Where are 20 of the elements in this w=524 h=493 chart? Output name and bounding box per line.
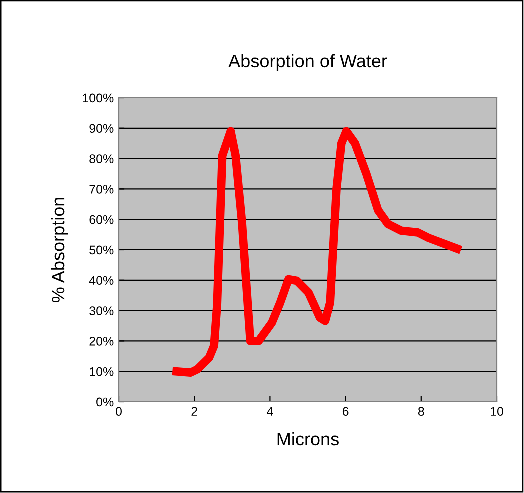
y-tick-label: 80% (90, 154, 114, 164)
y-tick-label: 10% (90, 367, 114, 376)
x-tick-label: 6 (342, 407, 349, 416)
y-axis-title: % Absorption (51, 198, 68, 303)
x-tick-label: 0 (116, 407, 122, 416)
x-tick-label: 4 (267, 407, 274, 416)
x-tick-label: 10 (491, 407, 504, 416)
x-tick-label: 2 (192, 407, 198, 416)
y-tick-label: 50% (90, 246, 114, 255)
y-tick-label: 70% (90, 185, 114, 194)
y-tick-label: 40% (89, 276, 114, 286)
y-tick-label: 60% (90, 215, 114, 224)
y-tick-label: 90% (90, 124, 114, 134)
y-tick-label: 30% (90, 306, 114, 316)
y-tick-label: 20% (90, 337, 114, 346)
x-tick-label: 8 (418, 407, 424, 416)
x-axis-title: Microns (278, 432, 339, 446)
y-tick-label: 0% (96, 398, 114, 407)
y-tick-label: 100% (83, 94, 114, 103)
chart-title: Absorption of Water (228, 54, 388, 72)
